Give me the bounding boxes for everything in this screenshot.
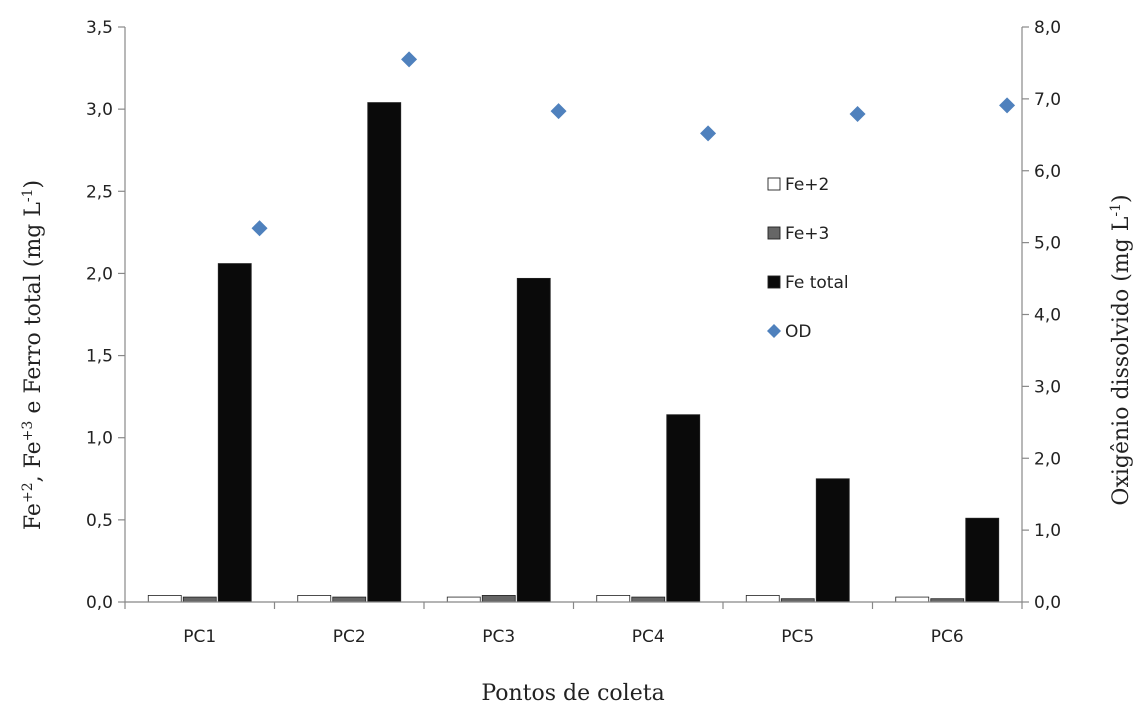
bar-fe-total-pc6 [965,517,1000,603]
legend-swatch-fe-3 [767,226,781,240]
x-tick-label: PC6 [931,627,964,647]
bar-fe-total-pc2 [367,102,402,603]
bar-fe-3-pc3 [481,595,516,603]
marker-od-pc6 [999,97,1016,114]
right-y-tick-label: 6,0 [1034,162,1061,182]
marker-od-pc1 [251,220,268,237]
left-y-tick-label: 0,5 [86,511,113,531]
x-tick-label: PC1 [183,627,216,647]
legend-swatch-od [767,324,781,338]
bar-fe-total-pc4 [666,414,701,603]
right-y-tick-label: 7,0 [1034,90,1061,110]
left-y-tick-label: 2,0 [86,264,113,284]
left-y-tick-label: 0,0 [86,593,113,613]
x-tick-label: PC3 [482,627,515,647]
left-y-tick-label: 2,5 [86,182,113,202]
right-y-tick-label: 2,0 [1034,449,1061,469]
bar-fe-total-pc5 [815,478,850,603]
bar-fe-2-pc1 [147,595,182,603]
marker-od-pc2 [401,51,418,68]
bar-fe-2-pc5 [745,595,780,603]
x-tick-label: PC2 [333,627,366,647]
left-y-tick-label: 3,0 [86,100,113,120]
bar-fe-2-pc4 [596,595,631,603]
x-tick-label: PC5 [781,627,814,647]
bar-fe-3-pc1 [182,596,217,603]
bar-fe-3-pc2 [332,596,367,603]
right-y-axis-title: Oxigênio dissolvido (mg L-1) [1108,194,1134,505]
right-y-tick-label: 1,0 [1034,521,1061,541]
bar-fe-2-pc6 [895,596,930,603]
bar-fe-total-pc1 [217,263,252,603]
right-y-tick-label: 8,0 [1034,18,1061,38]
left-y-tick-label: 3,5 [86,18,113,38]
axes: 0,0 0,5 1,0 1,5 2,0 2,5 3,0 3,5 0,0 1,0 2,0 3,0 4,0 5… [86,18,1061,647]
bar-fe-2-pc3 [446,596,481,603]
right-y-tick-label: 5,0 [1034,234,1061,254]
marker-od-pc3 [550,103,567,120]
bars [147,102,1000,603]
legend-label-fe-2: Fe+2 [785,175,829,195]
x-tick-label: PC4 [632,627,665,647]
bar-fe-2-pc2 [297,595,332,603]
x-axis-title: Pontos de coleta [481,681,664,706]
right-y-tick-label: 3,0 [1034,377,1061,397]
right-y-tick-label: 0,0 [1034,593,1061,613]
left-y-axis-title: Fe+2, Fe+3 e Ferro total (mg L-1) [20,180,46,530]
marker-od-pc5 [849,105,866,122]
legend: Fe+2 Fe+3 Fe total OD [767,175,849,342]
marker-od-pc4 [700,125,717,142]
legend-label-od: OD [785,322,811,342]
bar-fe-total-pc3 [516,277,551,603]
legend-label-fe-3: Fe+3 [785,224,829,244]
legend-swatch-fe-total [767,275,781,289]
bar-fe-3-pc4 [631,596,666,603]
legend-label-fe-total: Fe total [785,273,849,293]
left-y-tick-label: 1,5 [86,347,113,367]
od-markers [251,51,1016,237]
right-y-tick-label: 4,0 [1034,306,1061,326]
legend-swatch-fe-2 [767,177,781,191]
left-y-tick-label: 1,0 [86,429,113,449]
